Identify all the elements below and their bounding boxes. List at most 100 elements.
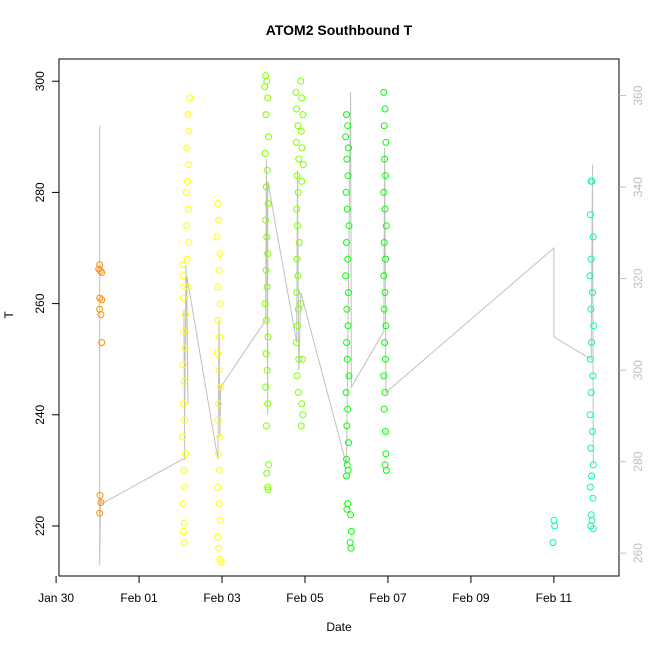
data-point-series-2 xyxy=(262,111,270,119)
data-point-series-3 xyxy=(381,205,389,213)
data-point-series-4 xyxy=(588,516,596,524)
data-point-series-1 xyxy=(180,466,188,474)
data-point-series-4 xyxy=(586,211,594,219)
data-point-series-2 xyxy=(293,205,301,213)
data-point-series-3 xyxy=(343,239,350,246)
data-point-series-1 xyxy=(214,416,222,424)
data-point-series-3 xyxy=(382,172,389,180)
y2-tick-label: 260 xyxy=(631,543,645,563)
data-point-series-1 xyxy=(216,433,224,441)
data-point-series-3 xyxy=(347,544,355,552)
data-point-series-2 xyxy=(264,200,272,207)
y-tick-label: 280 xyxy=(33,182,47,202)
data-point-series-2 xyxy=(293,372,301,380)
data-point-series-1 xyxy=(181,344,189,352)
data-point-series-1 xyxy=(183,144,191,152)
data-point-series-1 xyxy=(179,433,187,441)
data-point-series-3 xyxy=(344,172,352,180)
data-point-series-4 xyxy=(587,255,595,263)
data-point-series-3 xyxy=(344,255,352,263)
data-point-series-1 xyxy=(184,205,192,213)
data-point-series-3 xyxy=(380,372,388,380)
data-point-series-3 xyxy=(343,155,351,163)
data-point-series-1 xyxy=(185,127,193,135)
y-tick-label: 260 xyxy=(33,293,47,313)
y-tick-label: 240 xyxy=(33,404,47,424)
data-point-series-4 xyxy=(549,539,557,547)
data-point-series-4 xyxy=(586,411,594,419)
data-point-series-4 xyxy=(587,511,595,519)
data-point-series-4 xyxy=(586,483,594,491)
y-axis-label: T xyxy=(2,311,16,319)
data-point-series-1 xyxy=(182,188,190,196)
x-tick-label: Feb 03 xyxy=(203,591,241,605)
data-point-series-1 xyxy=(185,161,193,169)
data-point-series-3 xyxy=(380,405,388,413)
y2-tick-label: 360 xyxy=(631,85,645,105)
data-point-series-3 xyxy=(381,155,389,163)
x-tick-label: Feb 09 xyxy=(452,591,490,605)
data-point-series-2 xyxy=(261,300,269,308)
data-point-series-2 xyxy=(264,486,272,494)
data-point-series-1 xyxy=(214,200,222,207)
data-point-series-1 xyxy=(214,350,221,358)
x-tick-label: Feb 05 xyxy=(286,591,324,605)
data-point-series-2 xyxy=(294,389,302,396)
data-point-series-3 xyxy=(344,500,352,508)
data-point-series-1 xyxy=(215,216,223,224)
data-point-series-2 xyxy=(297,77,305,85)
data-point-series-0 xyxy=(97,499,105,507)
x-axis: Jan 30 Feb 01 Feb 03 Feb 05 Feb 07 Feb 09 Feb … xyxy=(38,576,572,605)
data-point-series-3 xyxy=(382,255,389,263)
data-point-series-3 xyxy=(381,105,389,113)
data-point-series-2 xyxy=(299,411,307,419)
data-point-series-3 xyxy=(343,355,351,363)
data-point-series-1 xyxy=(215,544,223,552)
data-point-series-0 xyxy=(96,491,104,499)
data-point-series-0 xyxy=(96,294,104,302)
data-point-series-2 xyxy=(293,255,301,263)
data-point-series-2 xyxy=(265,461,272,469)
data-point-series-1 xyxy=(184,111,192,119)
data-point-series-2 xyxy=(263,77,271,85)
data-point-series-1 xyxy=(179,261,187,269)
data-point-series-3 xyxy=(347,528,355,535)
data-point-series-3 xyxy=(343,205,351,213)
data-point-series-4 xyxy=(589,525,597,533)
y2-axis-right: 260 280 300 320 340 360 xyxy=(619,85,645,563)
data-point-series-2 xyxy=(263,233,271,241)
data-point-series-1 xyxy=(215,500,223,508)
data-point-series-1 xyxy=(216,466,223,474)
data-point-series-4 xyxy=(586,355,594,363)
data-point-series-2 xyxy=(293,105,301,113)
data-point-series-2 xyxy=(292,339,300,346)
data-point-series-3 xyxy=(343,111,350,119)
y-axis: 220 240 260 280 300 xyxy=(33,71,59,536)
data-point-series-2 xyxy=(261,83,269,91)
data-point-series-2 xyxy=(264,333,272,341)
data-point-series-1 xyxy=(183,255,191,263)
data-point-series-0 xyxy=(97,311,105,319)
data-point-series-3 xyxy=(344,322,352,330)
data-point-series-4 xyxy=(550,516,558,524)
data-point-series-1 xyxy=(186,94,194,102)
data-point-series-2 xyxy=(294,122,302,130)
plot-frame xyxy=(58,58,620,577)
data-point-series-3 xyxy=(342,133,350,141)
data-point-series-2 xyxy=(299,161,307,169)
data-point-series-3 xyxy=(381,389,389,396)
data-point-series-4 xyxy=(589,461,597,469)
data-point-series-4 xyxy=(588,472,596,480)
data-point-series-1 xyxy=(179,294,187,302)
data-point-series-3 xyxy=(380,305,388,313)
data-point-series-1 xyxy=(181,539,189,547)
data-point-series-2 xyxy=(261,150,269,157)
data-point-series-3 xyxy=(380,122,388,130)
data-point-series-3 xyxy=(381,339,389,346)
data-point-series-3 xyxy=(346,539,354,547)
data-point-series-2 xyxy=(298,144,306,152)
data-point-series-2 xyxy=(294,322,301,330)
data-point-series-2 xyxy=(264,400,272,408)
y-tick-label: 300 xyxy=(33,71,47,91)
data-point-series-4 xyxy=(590,322,598,330)
